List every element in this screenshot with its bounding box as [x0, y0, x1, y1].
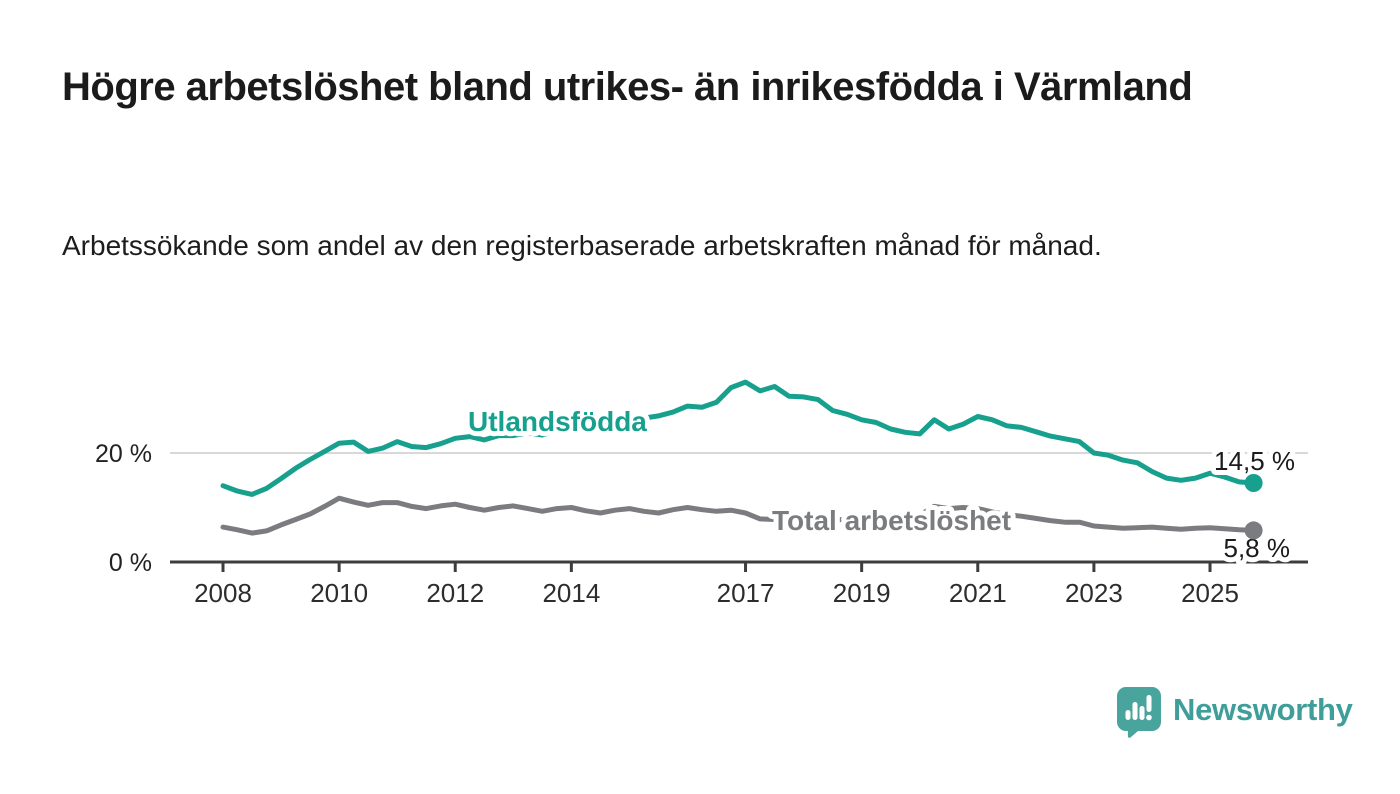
speech-bubble-shape [1117, 687, 1161, 738]
x-tick-label: 2019 [833, 578, 891, 608]
line-utlandsfodda [220, 379, 1257, 497]
y-tick-label-0: 0 % [109, 549, 152, 577]
bar-medium [1139, 706, 1145, 720]
x-tick-label: 2010 [310, 578, 368, 608]
series-label-utlandsfodda: Utlandsfödda [468, 406, 647, 437]
end-dot-utlandsfodda [1244, 474, 1263, 492]
line-total-arbetsloshet [220, 495, 1257, 536]
exclamation-dot [1146, 714, 1152, 721]
chart-title: Högre arbetslöshet bland utrikes- än inr… [62, 65, 1193, 109]
x-tick-label: 2017 [717, 578, 775, 608]
newsworthy-wordmark: Newsworthy [1173, 691, 1353, 727]
newsworthy-logo: Newsworthy [1116, 686, 1353, 738]
x-tick-label: 2008 [194, 578, 252, 608]
end-value-utlandsfodda: 14,5 % [1214, 446, 1295, 476]
chart-subtitle: Arbetssökande som andel av den registerb… [62, 230, 1102, 261]
x-tick-label: 2023 [1065, 578, 1123, 608]
x-tick-label: 2025 [1181, 578, 1239, 608]
x-tick-label: 2014 [542, 578, 600, 608]
x-tick-label: 2012 [426, 578, 484, 608]
bar-small [1125, 710, 1131, 720]
y-tick-label-20: 20 % [95, 440, 152, 468]
newsworthy-logo-icon [1117, 687, 1161, 738]
series-label-total-arbetsloshet: Total arbetslöshet [772, 505, 1011, 536]
exclamation-bar [1146, 695, 1152, 712]
end-dot-total-arbetsloshet [1244, 521, 1263, 540]
x-axis-ticks: 2008 2010 2012 2014 2017 2019 2021 2023 2025 [194, 562, 1239, 608]
bar-tall [1132, 702, 1138, 720]
x-tick-label: 2021 [949, 578, 1007, 608]
